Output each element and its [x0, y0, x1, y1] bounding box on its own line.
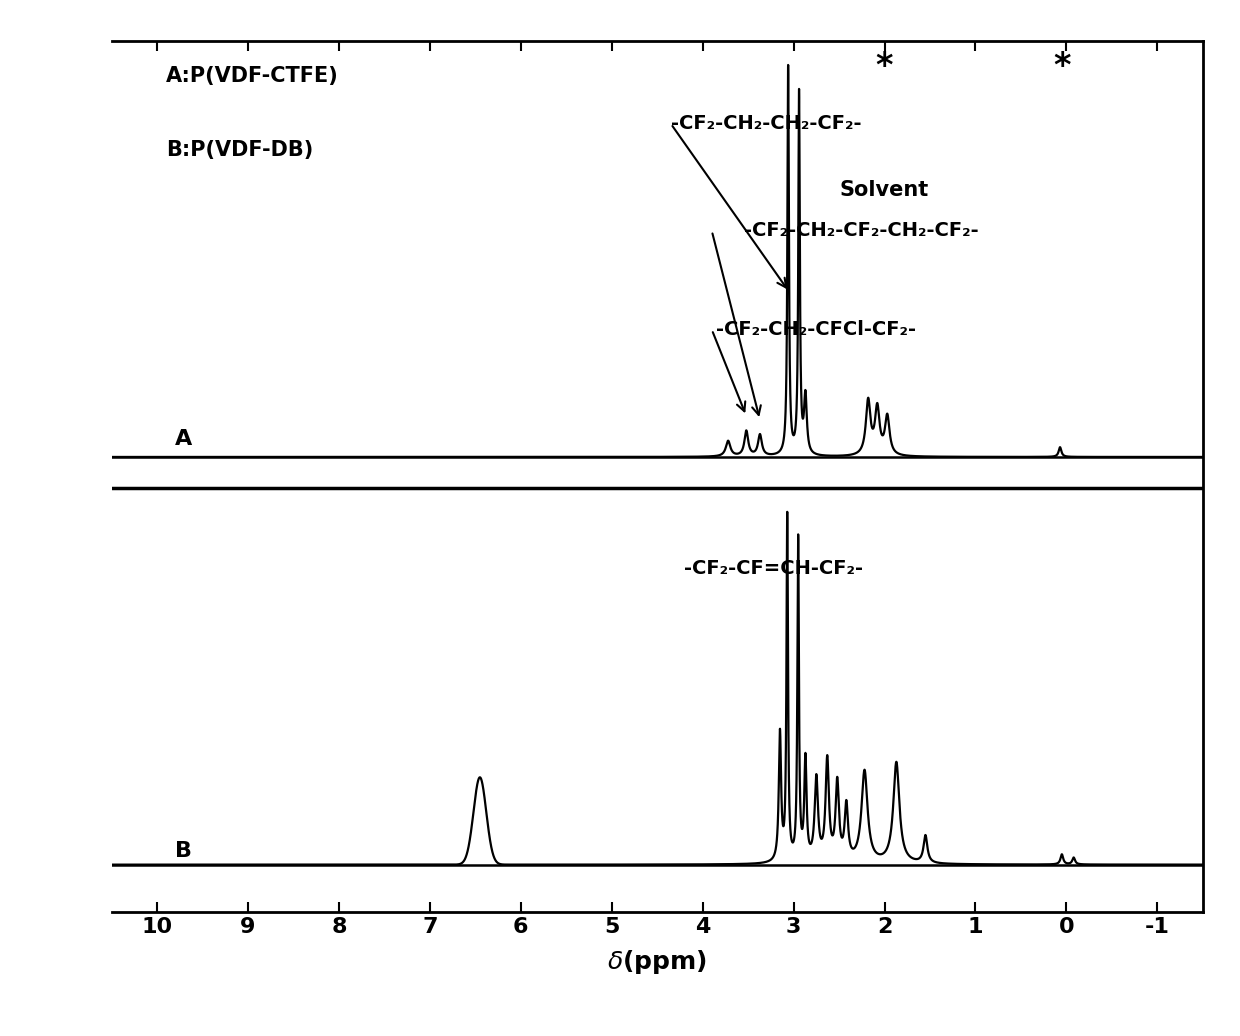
Text: -CF₂-CH₂-CH₂-CF₂-: -CF₂-CH₂-CH₂-CF₂- — [671, 114, 862, 134]
Text: -CF₂-CH₂-CF₂-CH₂-CF₂-: -CF₂-CH₂-CF₂-CH₂-CF₂- — [744, 222, 978, 240]
X-axis label: $\delta$(ppm): $\delta$(ppm) — [608, 948, 707, 976]
Text: -CF₂-CH₂-CFCl-CF₂-: -CF₂-CH₂-CFCl-CF₂- — [717, 320, 916, 339]
Text: A:P(VDF-CTFE): A:P(VDF-CTFE) — [166, 66, 339, 86]
Text: B:P(VDF-DB): B:P(VDF-DB) — [166, 140, 314, 161]
Text: A: A — [175, 429, 192, 450]
Text: *: * — [1053, 50, 1070, 83]
Text: Solvent: Solvent — [839, 179, 929, 200]
Text: -CF₂-CF=CH-CF₂-: -CF₂-CF=CH-CF₂- — [684, 558, 863, 578]
Text: B: B — [175, 841, 192, 861]
Text: *: * — [875, 50, 893, 83]
